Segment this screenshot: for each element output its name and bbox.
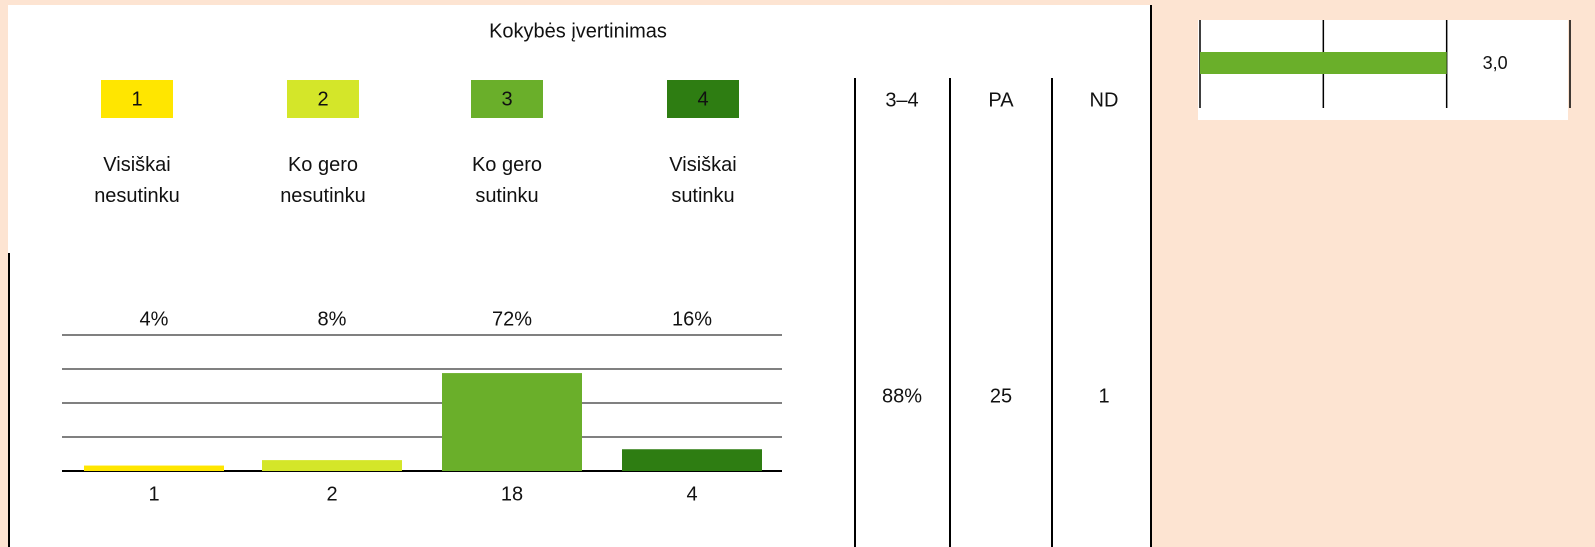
percent-label: 8%: [318, 308, 347, 330]
scale-swatch: [471, 80, 543, 118]
percent-label: 4%: [140, 308, 169, 330]
scale-swatch: [667, 80, 739, 118]
table-header: PA: [988, 89, 1014, 111]
bar: [84, 465, 224, 471]
scale-label: Visiškai sutinku: [669, 154, 737, 207]
percent-label: 72%: [492, 308, 532, 330]
bar: [262, 460, 402, 471]
title: Kokybės įvertinimas: [489, 20, 667, 42]
table-header: ND: [1090, 89, 1119, 111]
scale-label: Visiškai nesutinku: [94, 154, 180, 207]
table-header: 3–4: [885, 89, 918, 111]
scale-code: 4: [697, 88, 708, 110]
scale-swatch: [101, 80, 173, 118]
count-label: 2: [326, 483, 337, 505]
scale-label: Ko gero nesutinku: [280, 154, 366, 207]
scale-code: 3: [501, 88, 512, 110]
value-label: 3,0: [1483, 53, 1508, 73]
scale-label: Ko gero sutinku: [471, 154, 543, 207]
bar: [1200, 52, 1447, 74]
count-label: 18: [501, 483, 523, 505]
percent-label: 16%: [672, 308, 712, 330]
table-value: 1: [1098, 385, 1109, 407]
count-label: 1: [148, 483, 159, 505]
count-label: 4: [686, 483, 697, 505]
scale-code: 2: [317, 88, 328, 110]
bar: [442, 373, 582, 471]
table-value: 88%: [882, 385, 922, 407]
table-value: 25: [990, 385, 1012, 407]
bar: [622, 449, 762, 471]
scale-code: 1: [131, 88, 142, 110]
scale-swatch: [287, 80, 359, 118]
